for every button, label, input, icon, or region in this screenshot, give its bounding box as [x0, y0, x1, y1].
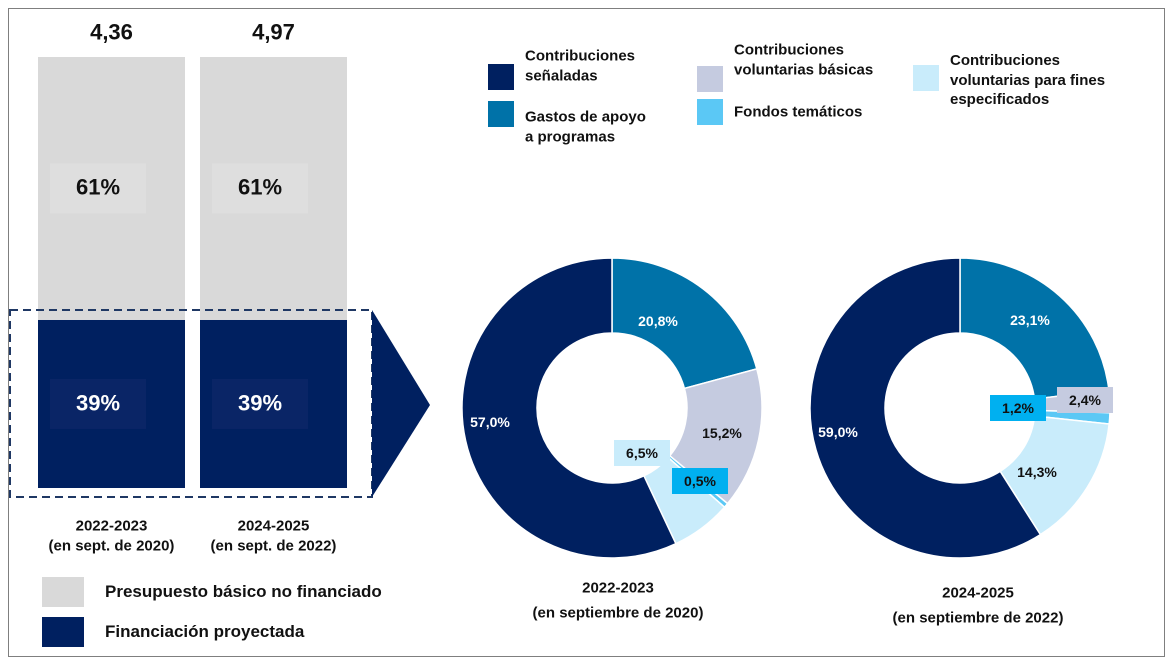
total-label: 4,36	[90, 19, 133, 45]
donut-segment	[959, 257, 1110, 400]
label-box	[50, 163, 146, 214]
donut-segment	[461, 257, 677, 559]
legend-label: Gastos de apoyo a programas	[525, 108, 646, 146]
legend-swatch	[488, 101, 514, 127]
chart-subtitle: (en septiembre de 2022)	[892, 609, 1064, 627]
legend-label: Presupuesto básico no financiado	[105, 581, 382, 601]
total-label: 4,97	[252, 19, 295, 45]
value-label: 57,0%	[470, 413, 510, 430]
label-box	[212, 378, 308, 429]
value-label: 61%	[237, 175, 283, 201]
value-label: 59,0%	[818, 423, 858, 440]
label-box	[212, 163, 308, 214]
legend-label: Financiación proyectada	[105, 621, 305, 641]
donut-segment	[809, 257, 1042, 559]
x-tick-label: 2024-2025 (en sept. de 2022)	[210, 517, 337, 555]
legend-swatch	[697, 99, 723, 125]
x-tick-label: 2022-2023 (en sept. de 2020)	[48, 517, 175, 555]
chart-title: 2022-2023	[582, 579, 654, 597]
value-label: 39%	[237, 390, 283, 416]
value-label: 20,8%	[638, 312, 678, 329]
value-label: 14,3%	[1017, 463, 1057, 480]
donut-segment	[611, 257, 758, 390]
legend-label: Contribuciones voluntarias básicas	[734, 41, 874, 79]
arrow	[372, 310, 430, 497]
legend-swatch	[42, 577, 84, 607]
legend-swatch	[913, 65, 939, 91]
legend-label: Fondos temáticos	[734, 103, 863, 121]
chart-subtitle: (en septiembre de 2020)	[532, 604, 704, 622]
label-box	[990, 395, 1046, 421]
value-label: 1,2%	[1002, 399, 1034, 416]
label-box	[614, 440, 670, 466]
value-label: 39%	[75, 390, 121, 416]
value-label: 61%	[75, 175, 121, 201]
legend-label: Contribuciones señaladas	[525, 47, 636, 85]
legend-label: Contribuciones voluntarias para fines es…	[950, 51, 1106, 108]
value-label: 23,1%	[1010, 311, 1050, 328]
frame	[8, 8, 1165, 657]
value-label: 0,5%	[684, 472, 716, 489]
legend-swatch	[42, 617, 84, 647]
label-box	[50, 378, 146, 429]
label-box	[1057, 387, 1113, 413]
label-box	[672, 468, 728, 494]
value-label: 6,5%	[626, 444, 658, 461]
legend-swatch	[697, 66, 723, 92]
chart-title: 2024-2025	[942, 584, 1014, 602]
value-label: 2,4%	[1069, 391, 1101, 408]
legend-swatch	[488, 64, 514, 90]
value-label: 15,2%	[702, 424, 742, 441]
